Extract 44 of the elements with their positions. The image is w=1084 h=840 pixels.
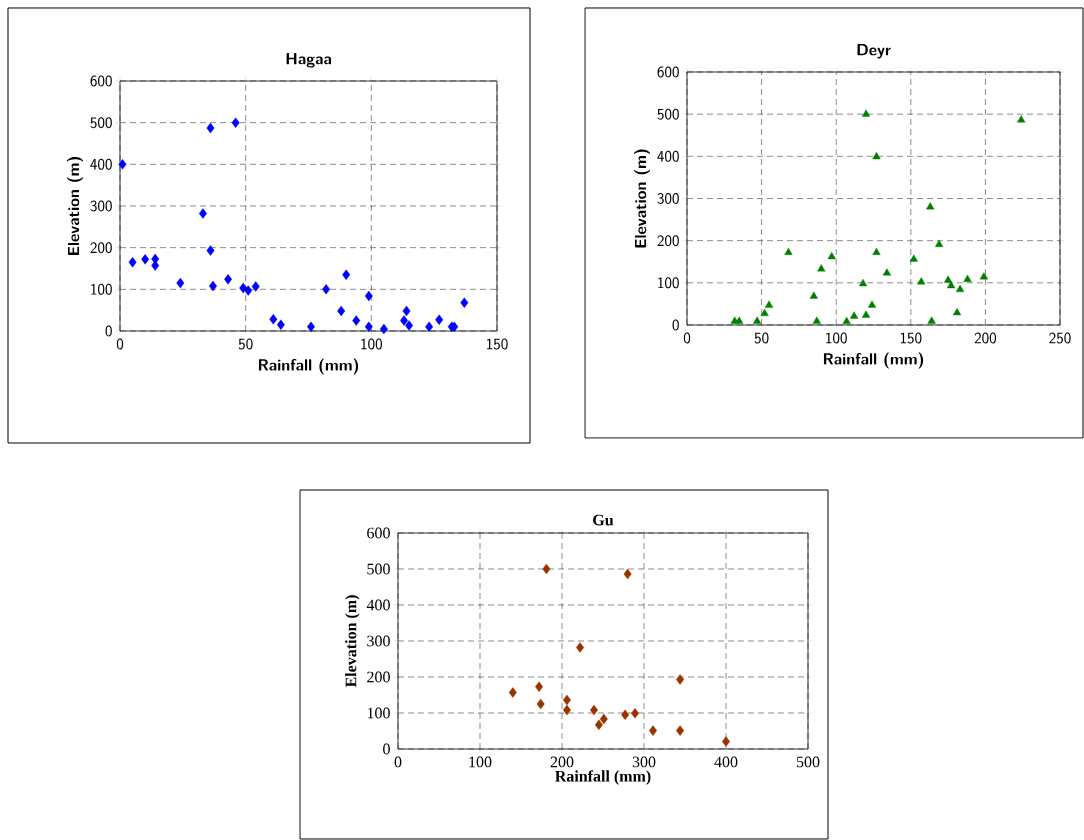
x-tick-label: 300 xyxy=(632,756,656,768)
y-tick-label: 0 xyxy=(672,319,679,331)
x-tick-label: 150 xyxy=(487,338,508,350)
y-tick-label: 400 xyxy=(90,158,112,170)
x-tick-label: 0 xyxy=(394,756,402,768)
chart-title: Deyr xyxy=(857,44,891,59)
y-tick-label: 200 xyxy=(657,235,679,247)
x-tick-label: 150 xyxy=(900,332,922,344)
y-tick-label: 600 xyxy=(657,66,679,78)
x-tick-label: 400 xyxy=(714,756,738,768)
y-tick-label: 300 xyxy=(657,192,679,204)
x-tick-label: 50 xyxy=(754,332,769,344)
x-axis-title: Rainfall (mm) xyxy=(555,770,651,785)
chart-title: Hagaa xyxy=(286,53,332,68)
x-axis-title: Rainfall (mm) xyxy=(823,352,924,369)
y-tick-label: 400 xyxy=(657,150,679,162)
x-tick-label: 100 xyxy=(826,332,847,344)
y-tick-label: 100 xyxy=(91,283,112,295)
y-tick-label: 600 xyxy=(90,75,112,87)
y-tick-label: 300 xyxy=(367,635,390,647)
y-axis-title: Elevation (m) xyxy=(345,595,360,688)
y-tick-label: 0 xyxy=(383,743,390,755)
y-tick-label: 500 xyxy=(657,108,679,120)
y-tick-label: 500 xyxy=(367,563,390,575)
y-tick-label: 300 xyxy=(90,200,112,212)
x-tick-label: 50 xyxy=(238,338,253,350)
x-tick-label: 250 xyxy=(1049,332,1071,344)
chart-title: Gu xyxy=(593,514,614,526)
x-tick-label: 100 xyxy=(469,756,492,768)
x-tick-label: 500 xyxy=(796,756,820,768)
y-tick-label: 200 xyxy=(367,671,390,683)
x-tick-label: 200 xyxy=(550,756,574,768)
y-tick-label: 400 xyxy=(366,599,390,611)
y-tick-label: 500 xyxy=(90,117,112,129)
x-tick-label: 0 xyxy=(683,332,691,344)
x-tick-label: 200 xyxy=(974,332,997,344)
y-tick-label: 100 xyxy=(658,277,679,289)
x-tick-label: 0 xyxy=(116,338,124,350)
x-axis-title: Rainfall (mm) xyxy=(258,358,359,375)
y-tick-label: 200 xyxy=(90,242,112,254)
y-tick-label: 600 xyxy=(367,527,390,539)
y-axis-title: Elevation (m) xyxy=(634,149,651,248)
y-axis-title: Elevation (m) xyxy=(67,157,84,255)
y-tick-label: 100 xyxy=(367,707,390,719)
